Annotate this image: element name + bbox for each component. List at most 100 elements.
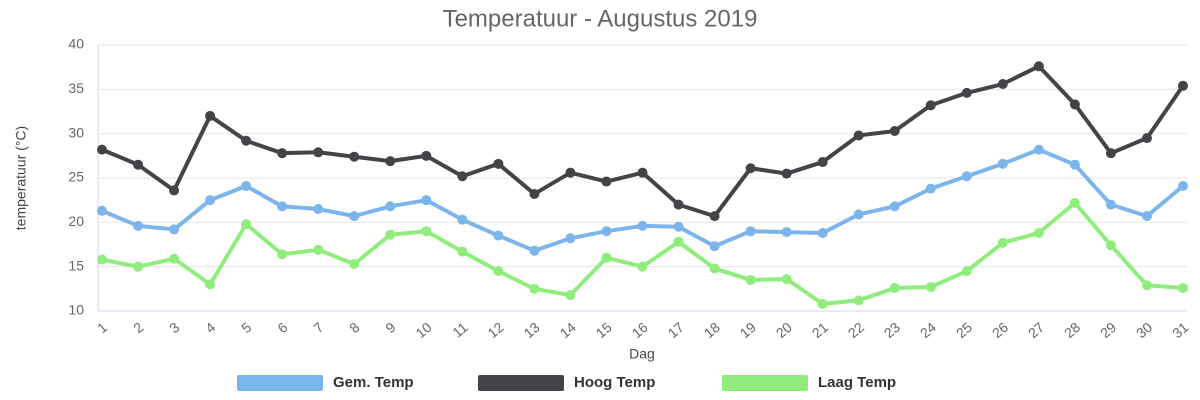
series-line xyxy=(101,147,1185,253)
legend-swatch[interactable] xyxy=(478,375,564,391)
data-point xyxy=(673,221,684,232)
data-point xyxy=(1033,61,1044,72)
data-point xyxy=(673,199,684,210)
data-point xyxy=(493,266,504,277)
x-tick-label: 18 xyxy=(701,319,723,341)
data-point xyxy=(529,283,540,294)
data-point xyxy=(745,274,756,285)
data-point xyxy=(277,148,288,159)
data-point xyxy=(421,195,432,206)
x-tick-label: 24 xyxy=(917,319,939,341)
x-tick-label: 22 xyxy=(845,319,867,341)
x-tick-label: 23 xyxy=(881,319,903,341)
y-tick-label: 15 xyxy=(68,257,84,273)
x-tick-label: 6 xyxy=(274,319,290,336)
x-tick-label: 27 xyxy=(1025,319,1047,341)
y-tick-label: 30 xyxy=(68,124,84,140)
data-point xyxy=(529,245,540,256)
data-point xyxy=(997,237,1008,248)
data-point xyxy=(817,157,828,168)
x-tick-label: 8 xyxy=(346,319,362,336)
data-point xyxy=(1178,282,1188,293)
data-point xyxy=(961,266,972,277)
data-point xyxy=(457,246,468,257)
data-point xyxy=(457,171,468,182)
y-tick-label: 35 xyxy=(68,80,84,96)
data-point xyxy=(1105,148,1116,159)
legend-label[interactable]: Gem. Temp xyxy=(333,374,414,391)
data-point xyxy=(997,79,1008,90)
data-point xyxy=(853,130,864,141)
data-point xyxy=(313,147,324,158)
data-point xyxy=(277,249,288,260)
data-point xyxy=(745,163,756,174)
data-point xyxy=(313,204,324,215)
y-axis-title: temperatuur (°C) xyxy=(13,126,29,230)
data-point xyxy=(529,188,540,199)
data-point xyxy=(637,167,648,178)
chart-title: Temperatuur - Augustus 2019 xyxy=(443,5,758,32)
x-tick-label: 4 xyxy=(202,319,218,336)
x-tick-label: 2 xyxy=(130,319,146,336)
data-point xyxy=(925,183,936,194)
data-point xyxy=(709,263,720,274)
x-axis-title: Dag xyxy=(629,346,655,362)
data-point xyxy=(601,226,612,237)
data-point xyxy=(1069,99,1080,110)
data-point xyxy=(925,100,936,111)
data-point xyxy=(385,201,396,212)
data-point xyxy=(781,274,792,285)
x-tick-label: 13 xyxy=(520,319,542,341)
x-tick-label: 12 xyxy=(484,319,506,341)
data-point xyxy=(97,254,107,265)
data-point xyxy=(853,209,864,220)
data-point xyxy=(205,279,216,290)
data-point xyxy=(781,168,792,179)
data-point xyxy=(709,241,720,252)
data-point xyxy=(817,298,828,309)
data-point xyxy=(637,220,648,231)
data-point xyxy=(313,244,324,255)
data-point xyxy=(133,261,144,272)
data-point xyxy=(349,151,360,162)
legend-swatch[interactable] xyxy=(722,375,808,391)
data-point xyxy=(565,290,576,301)
data-point xyxy=(385,156,396,167)
data-point xyxy=(961,171,972,182)
x-tick-label: 5 xyxy=(238,319,254,336)
data-point xyxy=(889,282,900,293)
data-point xyxy=(241,219,252,230)
data-point xyxy=(421,150,432,161)
data-point xyxy=(241,180,252,191)
x-tick-label: 11 xyxy=(449,319,471,341)
data-point xyxy=(349,259,360,270)
data-point xyxy=(997,158,1008,169)
data-point xyxy=(1105,199,1116,210)
data-point xyxy=(493,158,504,169)
data-point xyxy=(133,220,144,231)
x-tick-label: 29 xyxy=(1097,319,1119,341)
data-point xyxy=(1178,80,1188,91)
data-point xyxy=(601,176,612,187)
y-tick-label: 20 xyxy=(68,213,84,229)
legend-label[interactable]: Laag Temp xyxy=(818,374,896,391)
data-point xyxy=(709,211,720,222)
legend-swatch[interactable] xyxy=(237,375,323,391)
data-point xyxy=(565,233,576,244)
x-tick-label: 25 xyxy=(953,319,975,341)
data-point xyxy=(745,226,756,237)
data-point xyxy=(493,230,504,241)
x-tick-label: 31 xyxy=(1169,319,1191,341)
x-tick-label: 3 xyxy=(166,319,182,336)
data-point xyxy=(1141,280,1152,291)
x-tick-label: 28 xyxy=(1061,319,1083,341)
data-point xyxy=(781,227,792,238)
data-point xyxy=(169,253,180,264)
data-point xyxy=(1105,240,1116,251)
data-point xyxy=(1069,159,1080,170)
x-tick-label: 21 xyxy=(809,319,831,341)
data-point xyxy=(961,87,972,98)
data-point xyxy=(457,214,468,225)
data-point xyxy=(1141,211,1152,222)
legend-label[interactable]: Hoog Temp xyxy=(574,374,655,391)
